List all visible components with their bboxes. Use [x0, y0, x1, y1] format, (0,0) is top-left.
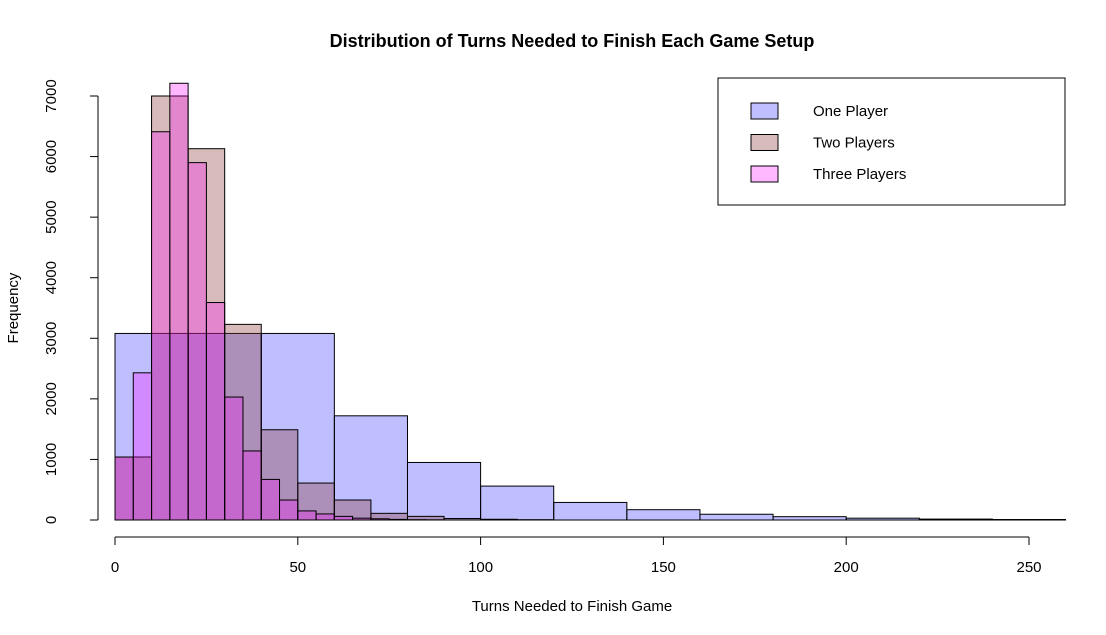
- y-tick-label: 1000: [43, 443, 60, 476]
- y-tick-label: 7000: [43, 79, 60, 112]
- x-tick-label: 0: [111, 559, 119, 576]
- y-tick-label: 3000: [43, 322, 60, 355]
- legend-swatch: [750, 134, 779, 151]
- bar: [297, 510, 317, 521]
- legend-label: Three Players: [813, 166, 906, 183]
- bar: [315, 513, 335, 521]
- x-tick-label: 250: [1016, 559, 1041, 576]
- bar: [224, 396, 244, 521]
- bar: [845, 517, 920, 521]
- x-axis-label: Turns Needed to Finish Game: [472, 598, 672, 615]
- legend-swatch: [750, 165, 779, 183]
- bar: [480, 485, 555, 521]
- bar: [242, 450, 262, 521]
- y-tick-label: 0: [43, 516, 60, 524]
- x-tick-label: 200: [834, 559, 859, 576]
- bars-layer: [114, 82, 1067, 521]
- bar: [151, 131, 171, 521]
- y-tick-label: 4000: [43, 261, 60, 294]
- bar: [918, 518, 993, 521]
- bar: [187, 162, 207, 521]
- bar: [370, 518, 390, 521]
- y-tick-label: 5000: [43, 200, 60, 233]
- bar: [205, 302, 226, 521]
- bar: [114, 456, 134, 521]
- x-tick-label: 100: [468, 559, 493, 576]
- bar: [626, 509, 701, 521]
- legend: One Player Two Players Three Players: [717, 77, 1066, 206]
- x-tick-label: 50: [289, 559, 306, 576]
- chart-title: Distribution of Turns Needed to Finish E…: [330, 31, 815, 51]
- legend-box: [717, 77, 1066, 206]
- bar: [699, 513, 774, 521]
- x-tick-label: 150: [651, 559, 676, 576]
- legend-label: Two Players: [813, 135, 895, 152]
- bar: [260, 478, 281, 521]
- y-axis: 0 1000 2000 3000 4000 5000 6000 7000: [43, 79, 99, 524]
- bar: [132, 372, 153, 521]
- bar: [352, 517, 372, 521]
- series-three-players: [114, 82, 445, 521]
- bar: [480, 518, 518, 521]
- bar: [443, 517, 482, 521]
- y-axis-label: Frequency: [5, 272, 22, 343]
- bar: [169, 82, 189, 521]
- legend-swatch: [750, 102, 779, 120]
- bar: [553, 501, 628, 521]
- x-axis: 0 50 100 150 200 250: [111, 536, 1042, 576]
- bar: [279, 499, 299, 521]
- bar: [333, 515, 354, 521]
- legend-label: One Player: [813, 103, 888, 120]
- bar: [406, 461, 482, 521]
- bar: [260, 332, 335, 521]
- bar: [772, 516, 847, 521]
- bar: [388, 518, 408, 521]
- y-tick-label: 2000: [43, 382, 60, 415]
- y-tick-label: 6000: [43, 140, 60, 173]
